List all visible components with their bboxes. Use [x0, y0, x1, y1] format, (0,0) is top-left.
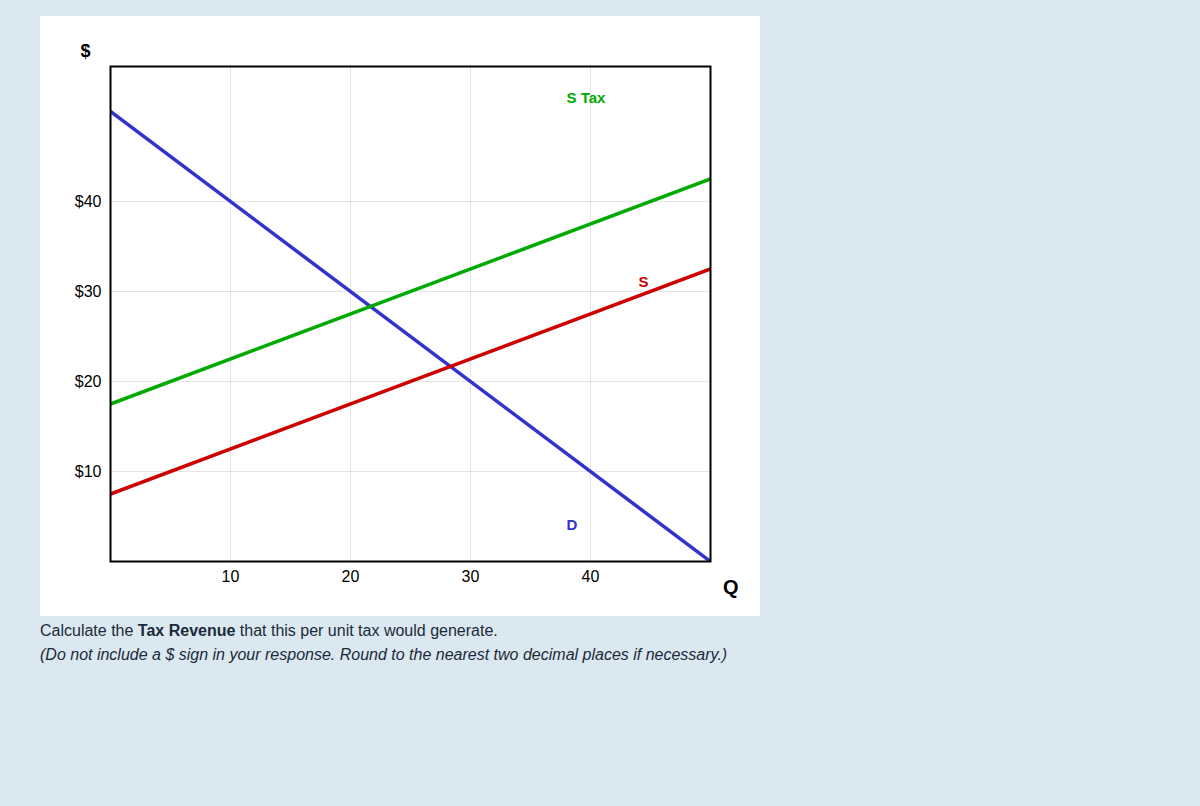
svg-text:$: $: [81, 41, 91, 61]
svg-text:$20: $20: [75, 373, 102, 390]
svg-text:$30: $30: [75, 283, 102, 300]
svg-text:$10: $10: [75, 463, 102, 480]
svg-text:40: 40: [582, 568, 600, 585]
svg-text:$40: $40: [75, 193, 102, 210]
svg-text:D: D: [567, 516, 578, 533]
html-text:(Do not include a $ sign in yo: (Do not include a $ sign in your respons…: [40, 646, 728, 663]
svg-text:30: 30: [462, 568, 480, 585]
html-text:Calculate the Tax Revenue that: Calculate the Tax Revenue that this per …: [40, 622, 498, 639]
svg-text:Q: Q: [723, 576, 739, 598]
svg-text:10: 10: [222, 568, 240, 585]
svg-text:20: 20: [342, 568, 360, 585]
svg-text:S Tax: S Tax: [567, 89, 607, 106]
svg-text:S: S: [639, 273, 649, 290]
